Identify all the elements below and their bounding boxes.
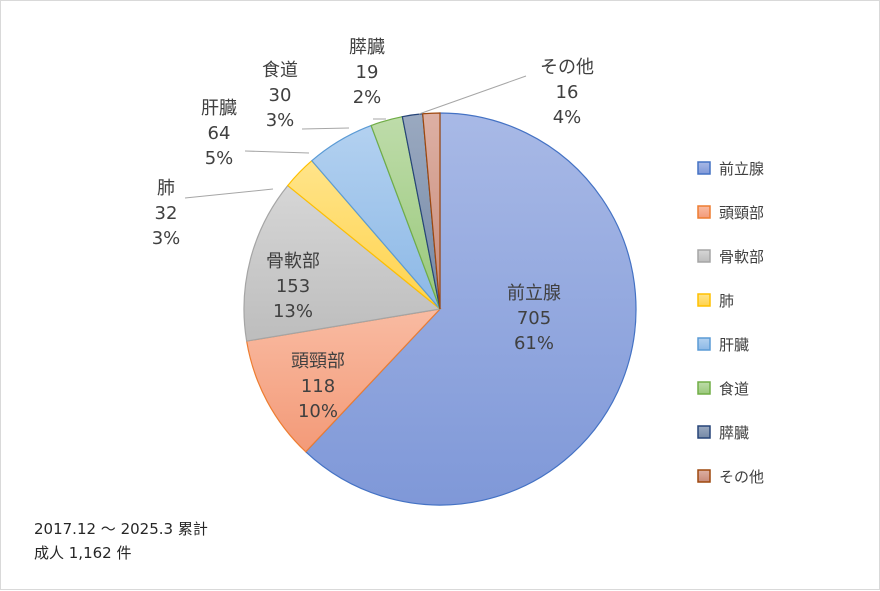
slice-1-value-label: 705 [517,308,551,329]
legend-swatch-2 [697,205,711,219]
pie-slice-3 [243,184,442,342]
slice-5-value-label: 64 [208,123,231,144]
slice-5-category-label: 肝臓 [201,98,237,119]
legend-label-6: 食道 [719,380,749,398]
legend-swatch-7 [697,425,711,439]
legend-swatch-4 [697,293,711,307]
legend-label-8: その他 [719,468,764,486]
slice-4-value-label: 32 [155,203,178,224]
slice-3-category-label: 骨軟部 [266,251,320,272]
pie-slice-1 [304,112,637,506]
legend-label-7: 膵臓 [719,424,749,442]
legend-swatch-6 [697,381,711,395]
legend-swatch-1 [697,161,711,175]
footnote-count: 成人 1,162 件 [34,544,132,562]
slice-8-category-label: その他 [540,57,594,78]
legend-label-4: 肺 [719,292,734,310]
legend-label-2: 頭頸部 [719,204,764,222]
slice-7-percent-label: 2% [353,87,382,108]
pie-slice-8 [422,112,441,310]
slice-2-percent-label: 10% [298,401,338,422]
pie-slice-2 [245,308,442,453]
slice-7-value-label: 19 [356,62,379,83]
slice-8-percent-label: 4% [553,107,582,128]
legend-label-1: 前立腺 [719,160,764,178]
slice-8-value-label: 16 [556,82,579,103]
slice-6-category-label: 食道 [262,60,298,81]
legend-label-3: 骨軟部 [719,248,764,266]
slice-4-percent-label: 3% [152,228,181,249]
legend-swatch-5 [697,337,711,351]
slice-3-value-label: 153 [276,276,310,297]
slice-2-value-label: 118 [301,376,335,397]
leader-line-8 [418,75,527,115]
slice-2-category-label: 頭頸部 [291,351,345,372]
slice-6-percent-label: 3% [266,110,295,131]
slice-4-category-label: 肺 [157,178,175,199]
legend-label-5: 肝臓 [719,336,749,354]
slice-6-value-label: 30 [269,85,292,106]
legend-swatch-8 [697,469,711,483]
leader-line-5 [244,150,310,154]
slice-7-category-label: 膵臓 [349,37,385,58]
slice-1-category-label: 前立腺 [507,283,561,304]
slice-1-percent-label: 61% [514,333,554,354]
footnote: 2017.12 ～ 2025.3 累計 成人 1,162 件 [34,517,208,565]
legend-swatch-3 [697,249,711,263]
leader-line-6 [301,127,350,130]
footnote-period: 2017.12 ～ 2025.3 累計 [34,520,208,538]
leader-line-4 [184,188,274,199]
slice-3-percent-label: 13% [273,301,313,322]
slice-5-percent-label: 5% [205,148,234,169]
